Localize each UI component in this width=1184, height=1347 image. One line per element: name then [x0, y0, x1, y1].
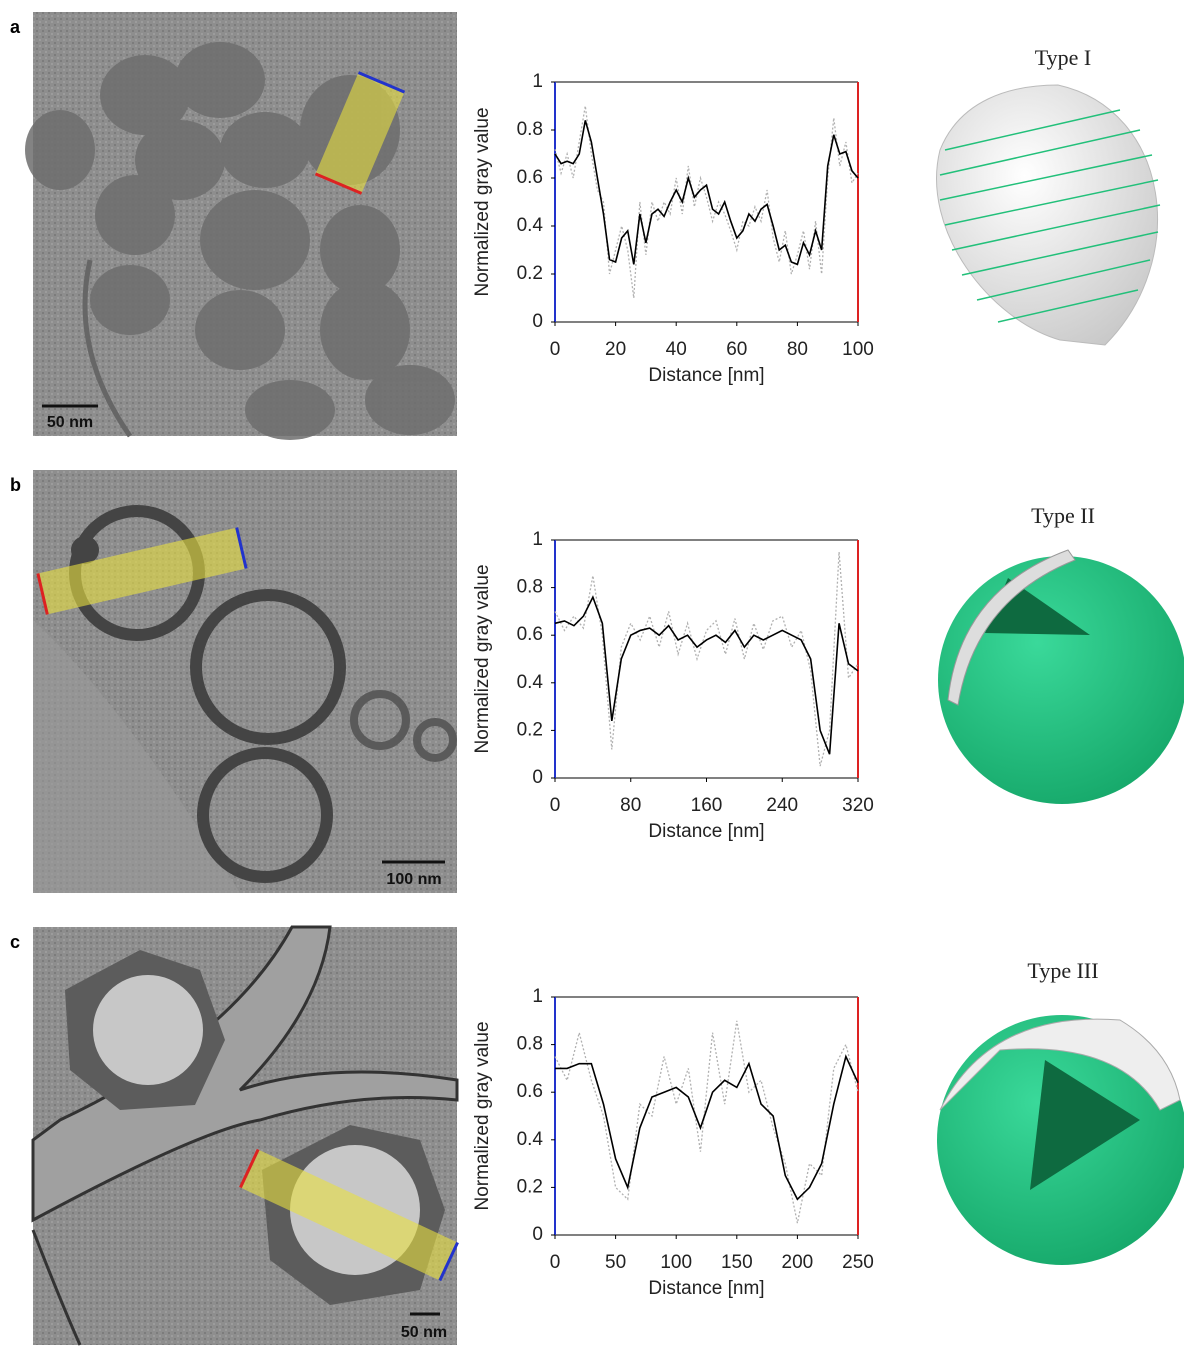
x-tick-label: 50 — [605, 1252, 626, 1273]
x-tick-label: 100 — [660, 1252, 692, 1273]
scale-bar-label: 50 nm — [401, 1324, 447, 1341]
x-tick-label: 160 — [691, 795, 723, 816]
model-type-3 — [937, 1015, 1184, 1265]
panel-label: a — [10, 17, 21, 37]
y-tick-label: 1 — [532, 529, 543, 550]
x-tick-label: 0 — [550, 795, 561, 816]
y-tick-label: 1 — [532, 986, 543, 1007]
y-axis-label: Normalized gray value — [472, 1021, 493, 1210]
x-tick-label: 150 — [721, 1252, 753, 1273]
y-axis-label: Normalized gray value — [472, 107, 493, 296]
y-tick-label: 0.4 — [517, 672, 544, 693]
model-title: Type III — [1027, 958, 1098, 983]
model-title: Type II — [1031, 503, 1095, 528]
y-tick-label: 0.6 — [517, 1081, 543, 1102]
micrograph — [33, 470, 457, 893]
line-series — [554, 595, 859, 755]
y-tick-label: 0.2 — [517, 719, 543, 740]
x-tick-label: 320 — [842, 795, 874, 816]
line-series — [554, 105, 859, 299]
x-tick-label: 60 — [726, 339, 747, 360]
y-tick-label: 0 — [532, 767, 543, 788]
micrograph — [25, 12, 457, 440]
y-tick-label: 0.2 — [517, 263, 543, 284]
line-series — [554, 120, 859, 266]
x-axis-label: Distance [nm] — [648, 365, 764, 386]
x-tick-label: 200 — [782, 1252, 814, 1273]
line-series — [554, 1020, 859, 1224]
x-tick-label: 100 — [842, 339, 874, 360]
y-tick-label: 0.6 — [517, 167, 543, 188]
x-tick-label: 20 — [605, 339, 626, 360]
y-tick-label: 0 — [532, 311, 543, 332]
y-tick-label: 1 — [532, 71, 543, 92]
x-tick-label: 250 — [842, 1252, 874, 1273]
y-tick-label: 0.2 — [517, 1176, 543, 1197]
x-tick-label: 40 — [666, 339, 687, 360]
x-tick-label: 80 — [620, 795, 641, 816]
y-tick-label: 0.8 — [517, 119, 543, 140]
x-tick-label: 80 — [787, 339, 808, 360]
model-type-2 — [938, 549, 1184, 804]
scale-bar-label: 100 nm — [386, 871, 441, 888]
x-tick-label: 0 — [550, 339, 561, 360]
model-type-1 — [936, 84, 1161, 346]
y-tick-label: 0.8 — [517, 1034, 543, 1055]
y-tick-label: 0.8 — [517, 577, 543, 598]
y-tick-label: 0.4 — [517, 1129, 544, 1150]
line-series — [554, 551, 859, 767]
y-axis-label: Normalized gray value — [472, 564, 493, 753]
model-title: Type I — [1035, 45, 1092, 70]
y-tick-label: 0 — [532, 1224, 543, 1245]
panel-label: c — [10, 932, 20, 952]
x-axis-label: Distance [nm] — [648, 821, 764, 842]
x-axis-label: Distance [nm] — [648, 1278, 764, 1299]
scale-bar-label: 50 nm — [47, 414, 93, 431]
micrograph — [31, 925, 459, 1346]
x-tick-label: 240 — [766, 795, 798, 816]
panel-label: b — [10, 475, 21, 495]
x-tick-label: 0 — [550, 1252, 561, 1273]
y-tick-label: 0.4 — [517, 215, 544, 236]
line-series — [555, 1054, 859, 1201]
y-tick-label: 0.6 — [517, 624, 543, 645]
